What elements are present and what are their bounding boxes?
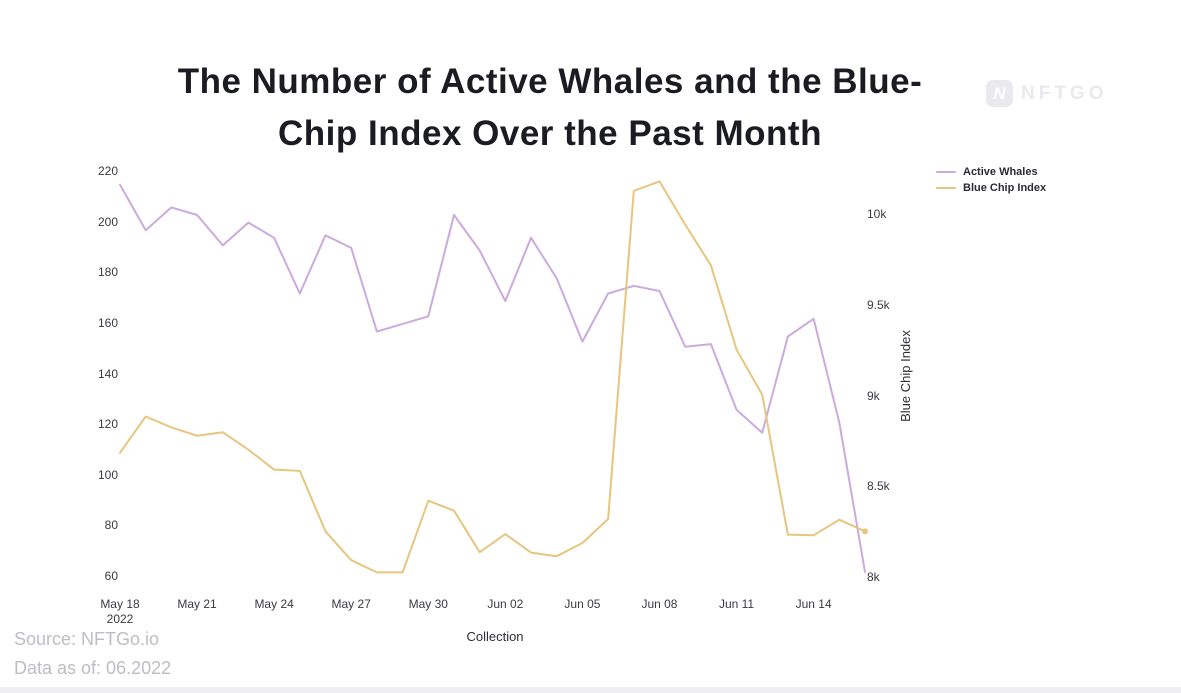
legend-item-active-whales: Active Whales: [936, 166, 1046, 178]
left-y-axis-tick-label: 80: [104, 518, 118, 533]
nftgo-logo-text: NFTGO: [1021, 82, 1108, 104]
x-axis-tick-label: Jun 05: [564, 597, 601, 611]
series-line-active-whales: [119, 183, 866, 573]
left-y-axis-tick-label: 60: [104, 569, 118, 583]
nftgo-logo-icon: N: [986, 80, 1013, 107]
x-axis-tick-label: May 30: [408, 597, 448, 611]
legend-label: Active Whales: [963, 166, 1038, 178]
x-axis-title: Collection: [466, 629, 524, 644]
left-y-axis-tick-label: 140: [97, 366, 118, 381]
right-y-axis-tick-label: 9.5k: [867, 297, 890, 312]
chart-title: The Number of Active Whales and the Blue…: [0, 56, 1100, 160]
x-axis-tick-year: 2022: [106, 612, 134, 626]
left-y-axis-tick-label: 160: [97, 315, 118, 330]
right-y-axis-tick-label: 10k: [867, 207, 887, 221]
x-axis-tick-label: Jun 14: [795, 597, 832, 611]
left-y-axis-tick-label: 100: [97, 467, 118, 482]
x-axis-tick-label: May 24: [254, 597, 294, 611]
chart-legend: Active Whales Blue Chip Index: [936, 166, 1046, 194]
left-y-axis-tick-label: 220: [97, 164, 118, 178]
x-axis-tick-label: Jun 02: [487, 597, 524, 611]
legend-swatch: [936, 187, 956, 189]
source-note: Source: NFTGo.io: [14, 629, 160, 649]
right-y-axis-tick-label: 8k: [867, 570, 880, 584]
chart-title-line1: The Number of Active Whales and the Blue…: [177, 62, 923, 101]
right-y-axis-title: Blue Chip Index: [897, 330, 913, 422]
x-axis-tick-label: May 18 2022: [88, 597, 152, 626]
bottom-edge-strip: [0, 687, 1181, 693]
left-y-axis-tick-label: 200: [97, 214, 118, 229]
legend-swatch: [936, 171, 956, 173]
right-y-axis-tick-label: 9k: [867, 388, 880, 403]
data-as-of-note: Data as of: 06.2022: [14, 658, 172, 678]
left-y-axis-tick-label: 120: [97, 417, 118, 432]
series-line-blue-chip-index: [119, 180, 866, 574]
x-axis-tick-label: Jun 08: [641, 597, 678, 611]
nftgo-watermark: N NFTGO: [986, 80, 1108, 107]
chart-title-line2: Chip Index Over the Past Month: [278, 114, 822, 153]
right-y-axis-tick-label: 8.5k: [867, 479, 890, 494]
x-axis-tick-label: May 21: [177, 597, 217, 611]
series-end-dot: [862, 528, 868, 535]
x-axis-tick-label: Jun 11: [718, 597, 755, 611]
legend-label: Blue Chip Index: [963, 182, 1047, 194]
footer: Source: NFTGo.io Data as of: 06.2022: [14, 625, 171, 683]
left-y-axis-tick-label: 180: [97, 265, 118, 280]
legend-item-blue-chip-index: Blue Chip Index: [936, 182, 1046, 194]
x-axis-tick-label: May 27: [331, 597, 371, 611]
